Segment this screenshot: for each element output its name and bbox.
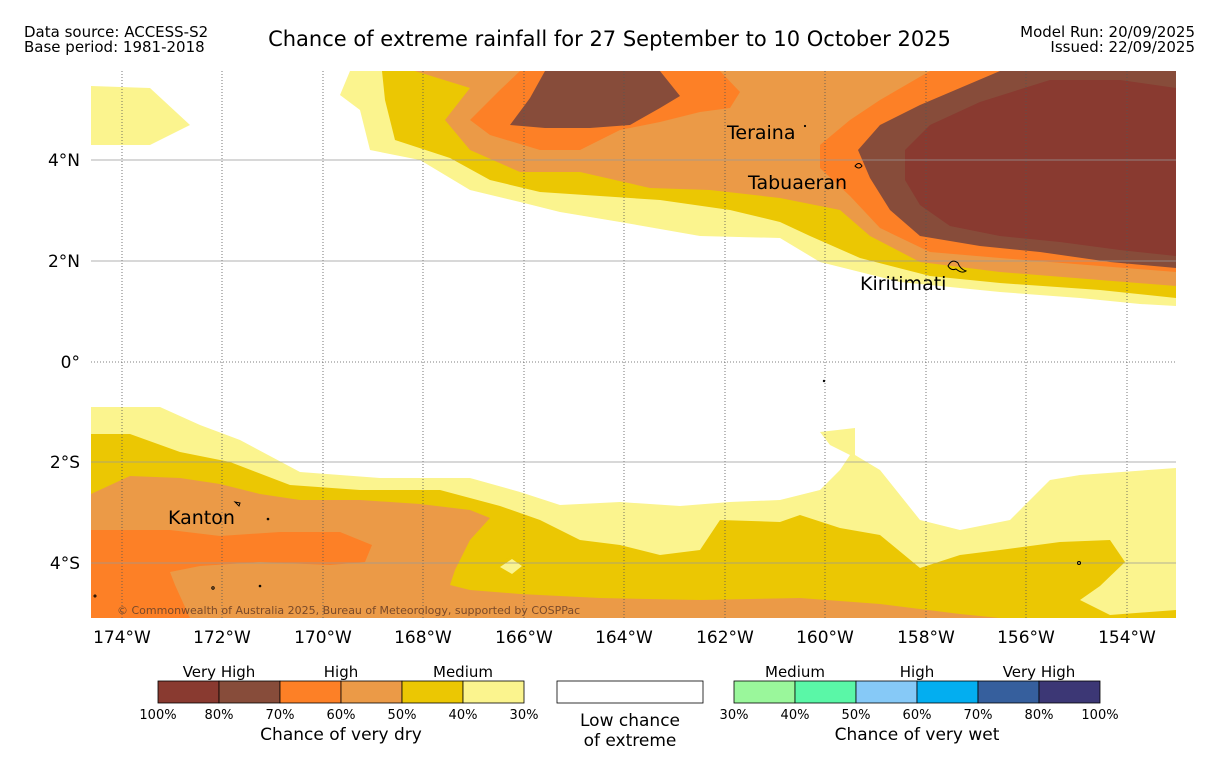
legend-dry-swatch [462,680,525,704]
model-run-label: Model Run: 20/09/2025 [1020,23,1195,41]
lon-label: 166°W [495,628,553,648]
legend-wet-group-label: Medium [765,663,825,681]
lon-label: 162°W [696,628,754,648]
lat-gridlines [91,159,1176,564]
legend-wet-tick: 100% [1081,708,1118,723]
lon-label: 174°W [93,628,151,648]
legend-dry-swatch [340,680,403,704]
legend-low-chance: Low chance of extreme [556,680,704,751]
lon-label: 154°W [1098,628,1156,648]
base-period-label: Base period: 1981-2018 [24,38,205,56]
legend-wet-swatch [916,680,979,704]
legend-wet-tick: 40% [781,708,810,723]
lat-label: 2°N [48,252,80,272]
legend-dry-group-label: High [324,663,358,681]
place-label-kiritimati: Kiritimati [860,273,946,295]
legend-dry-swatch [218,680,281,704]
legend-wet-swatch [1038,680,1101,704]
legend-dry-swatch [279,680,342,704]
legend-wet-group-label: High [900,663,934,681]
lon-label: 160°W [796,628,854,648]
lon-label: 156°W [997,628,1055,648]
legend-wet: Medium High Very High 30% 40% 50% 60% 70… [720,663,1119,745]
copyright-notice: © Commonwealth of Australia 2025, Bureau… [117,604,580,617]
legend-dry: Very High High Medium 100% 80% 70% 60% 5… [139,663,538,745]
legend-wet-swatch [733,680,796,704]
legend-dry-group-label: Medium [433,663,493,681]
lon-gridlines [121,71,1128,618]
legend-dry-group-label: Very High [183,663,256,681]
legend-dry-tick: 80% [205,708,234,723]
legend-dry-tick: 100% [139,708,176,723]
place-label-tabuaeran: Tabuaeran [747,172,847,194]
north-dry-30-40 [91,86,190,145]
legend-dry-tick: 30% [510,708,539,723]
legend-dry-swatch [157,680,220,704]
north-dry-70-80 [510,71,680,128]
legend-wet-tick: 30% [720,708,749,723]
lon-label: 170°W [294,628,352,648]
legend-dry-tick: 60% [327,708,356,723]
legend-wet-title: Chance of very wet [835,725,1000,745]
south-dry-50-60 [91,476,1000,618]
lon-label: 172°W [193,628,251,648]
lon-label: 164°W [595,628,653,648]
legend-wet-swatch [977,680,1040,704]
legend-wet-tick: 50% [842,708,871,723]
chart-title: Chance of extreme rainfall for 27 Septem… [268,27,951,51]
legend-low-line1: Low chance [580,711,680,731]
place-label-teraina: Teraina [726,122,796,144]
legend-wet-tick: 70% [964,708,993,723]
legend-dry-tick: 50% [388,708,417,723]
map-field [91,71,1176,618]
legend-dry-tick: 40% [449,708,478,723]
legend-wet-swatch [855,680,918,704]
north-dry-80-100-east [905,80,1176,256]
legend-wet-tick: 60% [903,708,932,723]
place-label-kanton: Kanton [168,507,235,529]
issued-label: Issued: 22/09/2025 [1050,38,1195,56]
lat-label: 4°S [50,554,80,574]
lat-label: 0° [61,353,80,373]
legend-dry-tick: 70% [266,708,295,723]
legend-wet-swatch [794,680,857,704]
south-dry-60-70 [91,530,372,618]
legend-wet-group-label: Very High [1003,663,1076,681]
lon-label: 168°W [394,628,452,648]
island-outlines [93,124,1081,598]
legend-low-line2: of extreme [584,731,677,751]
legend-dry-title: Chance of very dry [260,725,422,745]
lat-label: 4°N [48,151,80,171]
lat-label: 2°S [50,453,80,473]
legend-low-swatch [556,680,704,704]
lon-label: 158°W [897,628,955,648]
data-source-label: Data source: ACCESS-S2 [24,23,209,41]
legend-dry-swatch [401,680,464,704]
legend-wet-tick: 80% [1025,708,1054,723]
